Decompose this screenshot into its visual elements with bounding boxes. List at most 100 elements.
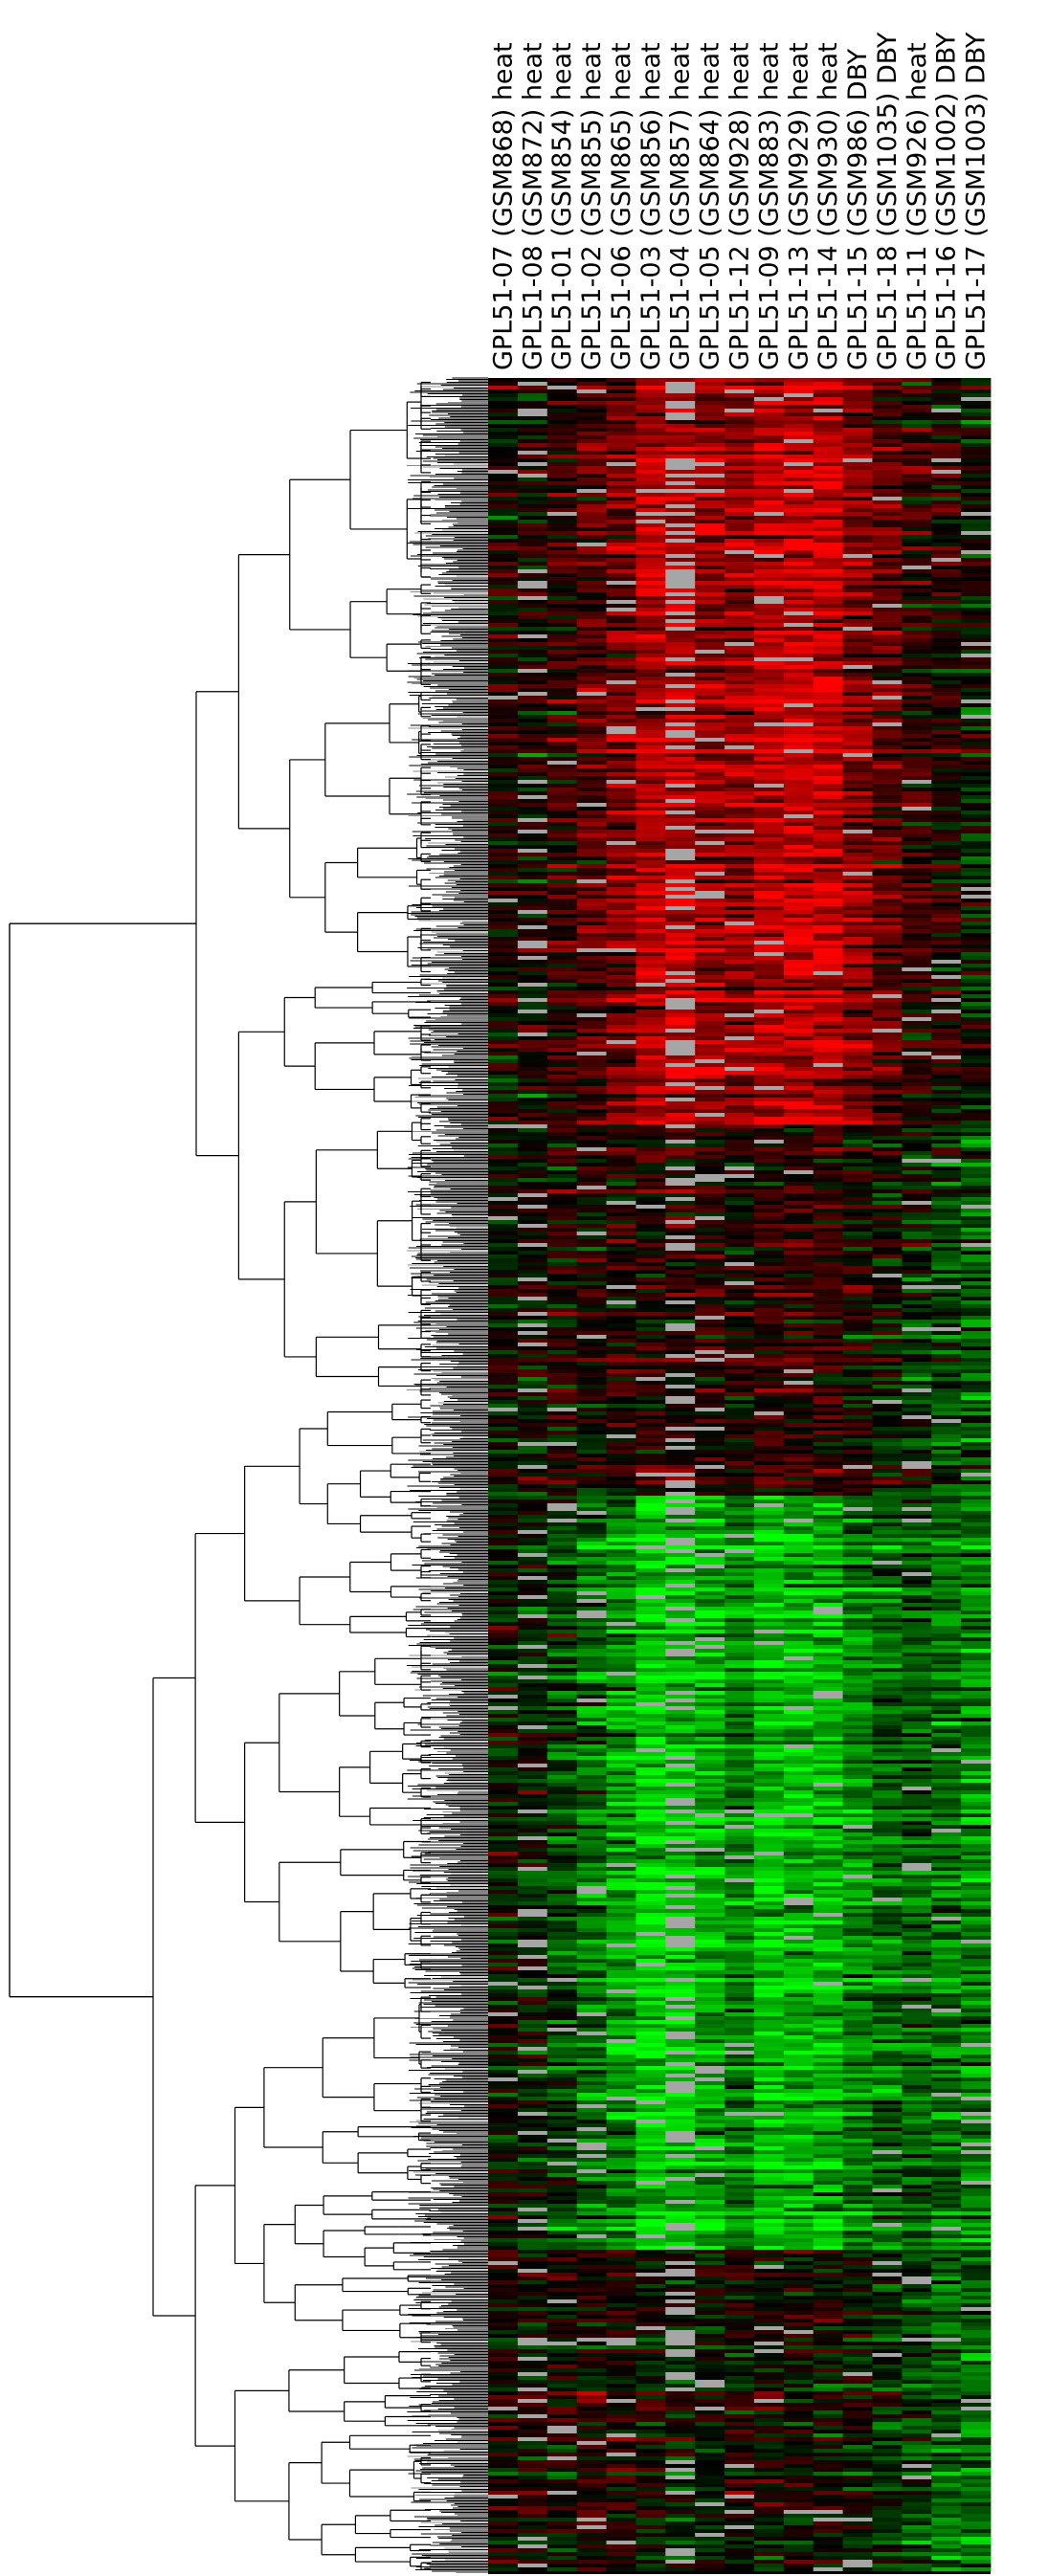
heatmap-cell — [546, 382, 578, 386]
heatmap-cell — [546, 722, 578, 726]
heatmap-cell — [606, 864, 636, 868]
heatmap-cell — [842, 742, 873, 745]
heatmap-cell — [961, 474, 992, 477]
heatmap-cell — [872, 665, 903, 669]
heatmap-cell — [961, 615, 992, 619]
heatmap-cell — [872, 508, 903, 512]
heatmap-cell — [813, 535, 843, 539]
heatmap-cell — [695, 455, 725, 458]
heatmap-cell — [961, 573, 992, 577]
heatmap-cell — [902, 474, 932, 477]
heatmap-cell — [635, 619, 666, 623]
heatmap-cell — [725, 772, 755, 776]
heatmap-cell — [842, 849, 873, 853]
heatmap-cell — [488, 458, 519, 462]
heatmap-cell — [753, 619, 785, 623]
heatmap-cell — [961, 447, 992, 451]
heatmap-cell — [902, 841, 932, 845]
heatmap-cell — [813, 531, 843, 535]
heatmap-cell — [488, 650, 519, 654]
heatmap-cell — [842, 497, 873, 500]
heatmap-cell — [813, 558, 843, 562]
heatmap-cell — [842, 876, 873, 879]
heatmap-cell — [753, 719, 785, 722]
heatmap-cell — [813, 902, 843, 906]
heatmap-cell — [872, 489, 903, 493]
heatmap-cell — [606, 615, 636, 619]
heatmap-cell — [606, 416, 636, 420]
heatmap-cell — [606, 546, 636, 550]
heatmap-cell — [783, 588, 814, 592]
heatmap-cell — [753, 826, 785, 830]
heatmap-cell — [546, 807, 578, 811]
heatmap-cell — [695, 856, 725, 860]
heatmap-cell — [753, 470, 785, 474]
heatmap-cell — [931, 588, 962, 592]
heatmap-cell — [783, 868, 814, 872]
heatmap-cell — [813, 546, 843, 550]
heatmap-cell — [665, 477, 696, 481]
heatmap-cell — [783, 891, 814, 895]
heatmap-cell — [606, 661, 636, 665]
heatmap-cell — [665, 680, 696, 684]
heatmap-cell — [635, 439, 666, 443]
heatmap-cell — [842, 543, 873, 546]
heatmap-cell — [546, 891, 578, 895]
heatmap-cell — [576, 902, 607, 906]
heatmap-cell — [902, 692, 932, 696]
heatmap-cell — [753, 451, 785, 455]
heatmap-cell — [961, 853, 992, 856]
heatmap-cell — [695, 772, 725, 776]
heatmap-cell — [725, 455, 755, 458]
heatmap-cell — [902, 443, 932, 447]
heatmap-cell — [606, 799, 636, 803]
heatmap-cell — [931, 569, 962, 573]
heatmap-cell — [517, 493, 548, 497]
heatmap-cell — [576, 424, 607, 428]
heatmap-cell — [872, 899, 903, 902]
heatmap-cell — [842, 389, 873, 393]
heatmap-cell — [665, 623, 696, 627]
heatmap-cell — [517, 906, 548, 910]
heatmap-cell — [961, 455, 992, 458]
heatmap-cell — [783, 688, 814, 692]
heatmap-cell — [753, 424, 785, 428]
heatmap-cell — [546, 887, 578, 891]
heatmap-cell — [546, 504, 578, 508]
heatmap-cell — [517, 849, 548, 853]
heatmap-cell — [725, 803, 755, 807]
heatmap-cell — [546, 849, 578, 853]
heatmap-cell — [517, 428, 548, 432]
heatmap-cell — [872, 707, 903, 711]
heatmap-cell — [606, 765, 636, 768]
heatmap-cell — [753, 707, 785, 711]
heatmap-cell — [517, 516, 548, 520]
heatmap-cell — [753, 512, 785, 516]
heatmap-cell — [842, 634, 873, 638]
heatmap-cell — [931, 531, 962, 535]
heatmap-cell — [606, 807, 636, 811]
heatmap-cell — [576, 814, 607, 818]
heatmap-cell — [931, 788, 962, 791]
heatmap-cell — [488, 412, 519, 416]
heatmap-cell — [576, 830, 607, 833]
heatmap-cell — [961, 684, 992, 688]
heatmap-cell — [902, 581, 932, 585]
heatmap-cell — [517, 661, 548, 665]
heatmap-cell — [902, 902, 932, 906]
heatmap-cell — [695, 573, 725, 577]
heatmap-cell — [546, 665, 578, 669]
heatmap-cell — [753, 749, 785, 753]
heatmap-cell — [665, 470, 696, 474]
heatmap-cell — [872, 386, 903, 389]
heatmap-cell — [813, 554, 843, 558]
heatmap-cell — [902, 757, 932, 761]
heatmap-cell — [842, 550, 873, 554]
heatmap-cell — [931, 726, 962, 730]
heatmap-cell — [665, 412, 696, 416]
heatmap-cell — [695, 462, 725, 466]
heatmap-cell — [635, 462, 666, 466]
heatmap-cell — [902, 642, 932, 646]
heatmap-cell — [753, 504, 785, 508]
heatmap-cell — [753, 389, 785, 393]
